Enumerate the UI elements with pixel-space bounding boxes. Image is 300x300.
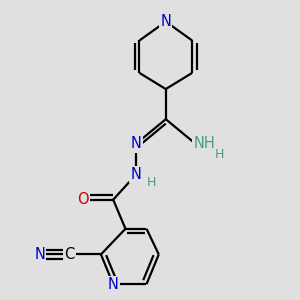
Text: H: H <box>215 148 224 160</box>
Text: N: N <box>160 14 171 29</box>
Text: C: C <box>64 247 74 262</box>
Text: N: N <box>130 167 141 182</box>
Text: O: O <box>78 192 89 207</box>
Text: NH: NH <box>194 136 215 151</box>
Text: N: N <box>130 136 141 151</box>
Text: N: N <box>34 247 45 262</box>
Text: N: N <box>108 277 118 292</box>
Text: H: H <box>147 176 156 189</box>
